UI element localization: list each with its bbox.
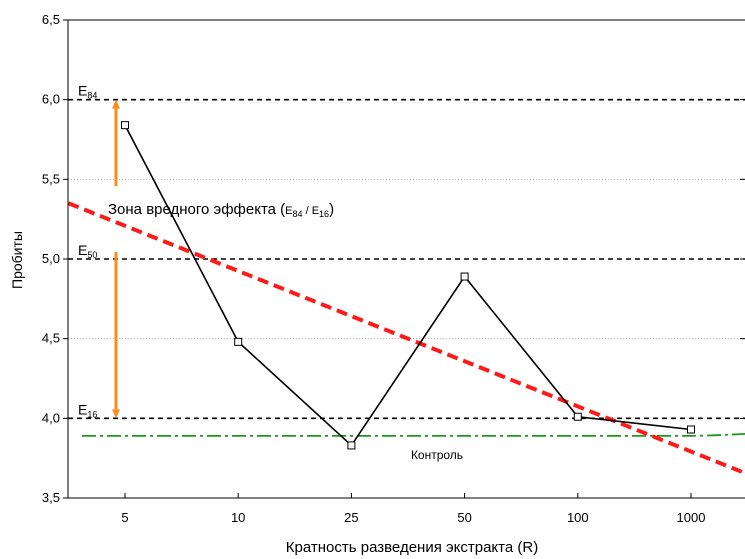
- y-tick-label: 3,5: [42, 490, 60, 505]
- zone-label-part: /: [303, 205, 312, 217]
- reference-label-sub: 16: [87, 409, 97, 419]
- zone-label-part: 84: [293, 209, 303, 219]
- reference-label-main: E: [78, 242, 87, 258]
- series-line: [124, 124, 692, 447]
- grid-lines: [68, 178, 745, 340]
- reference-label-sub: 84: [87, 91, 97, 101]
- zone-label-part: E: [312, 205, 319, 217]
- x-tick-label: 50: [457, 510, 471, 525]
- harmful-zone-group: Зона вредного эффекта (E84 / E16): [108, 99, 334, 419]
- y-tick-label: 6,0: [42, 92, 60, 107]
- x-tick-label: 5: [121, 510, 128, 525]
- zone-label-part: ): [329, 201, 334, 218]
- data-point: [121, 121, 129, 130]
- data-point: [460, 272, 469, 281]
- x-tick-labels: 5 10 25 50 100 1000: [121, 493, 705, 525]
- x-tick-label: 1000: [677, 510, 706, 525]
- reference-label-main: E: [78, 401, 87, 417]
- x-tick-label: 25: [344, 510, 358, 525]
- control-line-group: Контроль: [82, 432, 745, 462]
- y-tick-label: 6,5: [42, 12, 60, 27]
- x-tick-label: 100: [567, 510, 589, 525]
- trend-line: [67, 201, 745, 476]
- data-point: [573, 412, 582, 421]
- series-group: [121, 121, 695, 450]
- zone-label: Зона вредного эффекта (E84 / E16): [108, 201, 334, 219]
- y-tick-label: 5,5: [42, 171, 60, 186]
- reference-label-e84: E84: [78, 83, 97, 101]
- zone-label-part: Зона вредного эффекта (: [108, 201, 285, 218]
- zone-label-part: 16: [319, 209, 329, 219]
- zone-arrow-head-down: [112, 409, 120, 419]
- y-tick-label: 4,0: [42, 410, 60, 425]
- reference-label-e16: E16: [78, 401, 97, 419]
- reference-label-e50: E50: [78, 242, 97, 260]
- zone-label-part: E: [285, 205, 292, 217]
- zone-arrow-head-up: [112, 99, 120, 109]
- data-point: [687, 425, 695, 434]
- y-tick-label: 4,5: [42, 331, 60, 346]
- control-label: Контроль: [411, 448, 463, 462]
- trend-group: [67, 201, 745, 476]
- reference-label-sub: 50: [87, 250, 97, 260]
- y-tick-labels: 3,5 4,0 4,5 5,0 5,5 6,0 6,5: [42, 12, 745, 505]
- x-axis-label: Кратность разведения экстракта (R): [286, 539, 538, 556]
- reference-label-main: E: [78, 83, 87, 99]
- data-point: [234, 337, 243, 346]
- y-tick-label: 5,0: [42, 251, 60, 266]
- control-line: [82, 432, 745, 437]
- data-point: [347, 441, 356, 450]
- x-tick-label: 10: [231, 510, 245, 525]
- y-axis-label: Пробиты: [9, 231, 25, 289]
